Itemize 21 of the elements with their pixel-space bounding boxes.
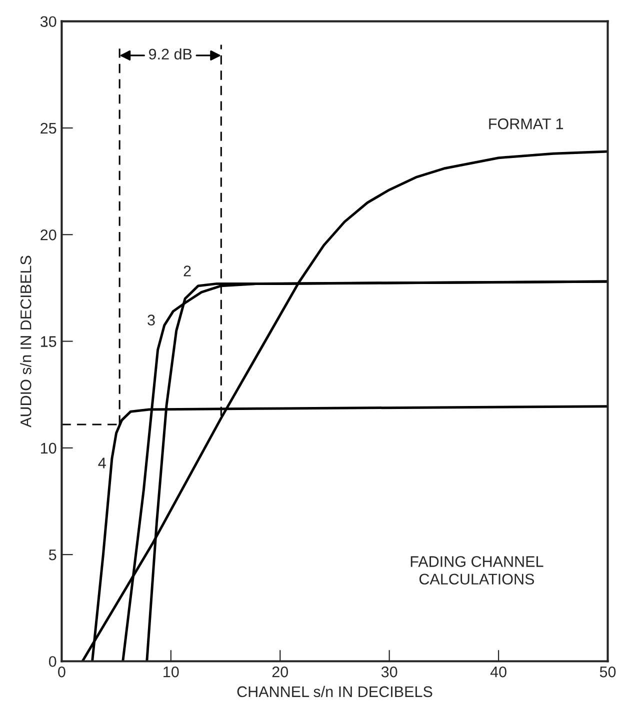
y-tick-label: 5	[48, 550, 56, 560]
x-tick-label: 30	[381, 666, 398, 678]
series-label: 4	[98, 458, 106, 468]
y-tick-label: 20	[40, 230, 56, 240]
x-tick-label: 20	[272, 666, 288, 678]
annotation: FADING CHANNEL CALCULATIONS	[410, 556, 544, 585]
y-tick-label: 25	[40, 122, 56, 134]
y-tick-label: 10	[41, 442, 56, 454]
x-tick-label: 40	[490, 666, 506, 678]
x-tick-label: 10	[164, 666, 179, 678]
annotation: 9.2 dB	[148, 48, 192, 60]
y-tick-label: 15	[41, 336, 56, 347]
y-tick-label: 30	[40, 16, 56, 28]
x-tick-label: 50	[600, 666, 616, 678]
y-tick-label: 0	[48, 656, 56, 667]
series-label: 3	[148, 314, 155, 326]
series-label: 2	[184, 266, 191, 276]
x-axis-title: CHANNEL s/n IN DECIBELS	[237, 686, 432, 698]
x-tick-label: 0	[58, 666, 66, 678]
series-label: FORMAT 1	[489, 118, 564, 130]
y-axis-title: AUDIO s/n IN DECIBELS	[20, 256, 32, 428]
